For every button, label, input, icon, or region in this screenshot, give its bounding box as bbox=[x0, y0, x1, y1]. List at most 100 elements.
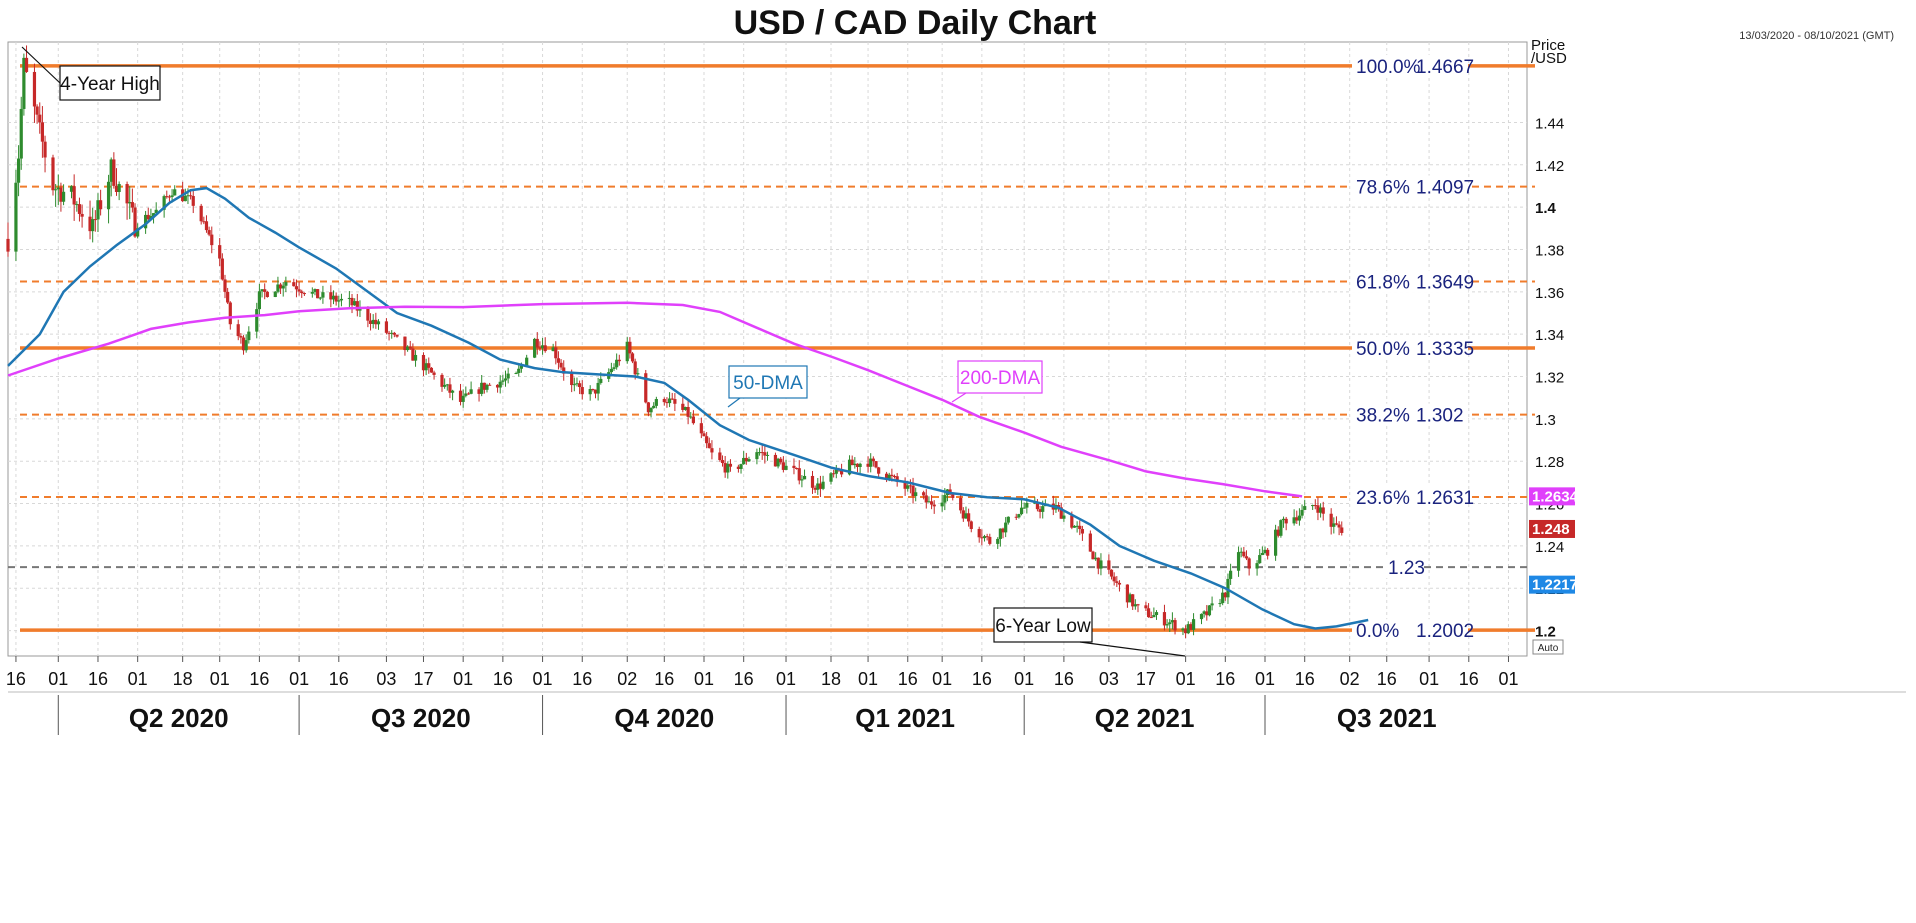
candle-body bbox=[506, 373, 510, 379]
candle bbox=[128, 186, 132, 220]
candle-body bbox=[395, 334, 399, 337]
candle bbox=[850, 455, 854, 466]
candle-body bbox=[265, 291, 269, 298]
candle-body bbox=[51, 157, 55, 191]
candle bbox=[1337, 521, 1341, 536]
candle-body bbox=[371, 319, 375, 324]
candle bbox=[832, 469, 836, 478]
candle-body bbox=[284, 282, 288, 286]
candle bbox=[1078, 520, 1082, 536]
candle-body bbox=[686, 406, 690, 417]
candle bbox=[1242, 546, 1246, 558]
candle-body bbox=[839, 470, 844, 475]
candle-body bbox=[220, 258, 224, 280]
candle bbox=[1146, 603, 1151, 618]
candle-body bbox=[1170, 620, 1174, 623]
candle-body bbox=[718, 452, 722, 461]
candle bbox=[998, 528, 1002, 547]
candle bbox=[117, 181, 121, 201]
candle-body bbox=[186, 195, 190, 197]
candle bbox=[1247, 557, 1251, 576]
candle bbox=[72, 174, 76, 221]
candle-body bbox=[146, 214, 150, 220]
candle-body bbox=[556, 358, 561, 363]
candle bbox=[411, 343, 415, 361]
candle bbox=[1276, 526, 1280, 538]
x-tick-label: 01 bbox=[1255, 669, 1275, 689]
candle-body bbox=[1099, 560, 1103, 569]
candle-body bbox=[170, 195, 174, 197]
candle-body bbox=[1334, 523, 1339, 525]
candle-body bbox=[1189, 624, 1193, 630]
x-tick-label: 03 bbox=[1099, 669, 1119, 689]
quarter-label: Q1 2021 bbox=[855, 703, 955, 733]
candle bbox=[1131, 593, 1135, 611]
candle bbox=[318, 296, 322, 301]
candle bbox=[871, 456, 875, 467]
candle bbox=[1218, 598, 1222, 608]
candle bbox=[109, 157, 113, 197]
auto-scale-box: Auto bbox=[1532, 639, 1564, 655]
candle-body bbox=[1080, 529, 1085, 534]
candle bbox=[24, 45, 29, 73]
candle bbox=[662, 397, 666, 406]
candle-body bbox=[670, 398, 674, 400]
candle bbox=[593, 389, 598, 399]
candle-body bbox=[32, 71, 37, 107]
candle-body bbox=[1006, 516, 1010, 523]
candle-body bbox=[707, 443, 711, 449]
candle-body bbox=[969, 521, 973, 529]
candle-body bbox=[914, 492, 918, 497]
candle-body bbox=[636, 373, 640, 375]
candle-body bbox=[1260, 552, 1264, 556]
candle bbox=[816, 477, 820, 495]
moving-averages-layer bbox=[7, 186, 1369, 630]
candle bbox=[588, 385, 592, 401]
annotation-callout: 50-DMA bbox=[727, 365, 808, 408]
candle-body bbox=[617, 359, 621, 362]
candle bbox=[1266, 548, 1270, 560]
candle bbox=[736, 464, 740, 473]
candle bbox=[1186, 621, 1190, 635]
candle-body bbox=[24, 57, 29, 72]
candle-body bbox=[784, 465, 788, 470]
date-range-label: 13/03/2020 - 08/10/2021 (GMT) bbox=[1739, 30, 1894, 42]
candle-body bbox=[1128, 594, 1132, 603]
candle bbox=[273, 291, 277, 298]
candle-body bbox=[1131, 594, 1135, 607]
candle bbox=[763, 445, 767, 464]
candle-body bbox=[117, 184, 121, 192]
candle-body bbox=[977, 528, 981, 538]
candle bbox=[14, 169, 18, 262]
candle-body bbox=[374, 319, 378, 325]
candle-body bbox=[884, 473, 889, 480]
candle-body bbox=[736, 466, 740, 469]
candle bbox=[405, 345, 410, 352]
candle bbox=[427, 357, 431, 374]
candle bbox=[1295, 510, 1299, 524]
candle bbox=[1210, 596, 1214, 611]
candle-body bbox=[443, 384, 447, 387]
candle-body bbox=[540, 345, 545, 349]
candle bbox=[800, 475, 804, 488]
candle-body bbox=[760, 452, 764, 454]
fib-label-bg bbox=[1352, 336, 1468, 359]
candle-body bbox=[1281, 518, 1286, 521]
candle-body bbox=[1258, 555, 1262, 564]
candle bbox=[535, 332, 539, 355]
candle bbox=[866, 456, 870, 473]
fib-value-label: 1.4667 bbox=[1416, 57, 1474, 78]
candle-body bbox=[1207, 605, 1212, 616]
candle bbox=[877, 466, 881, 478]
candle-body bbox=[390, 332, 394, 334]
candle-body bbox=[498, 381, 502, 388]
candle-body bbox=[1136, 604, 1140, 606]
candle bbox=[40, 106, 45, 158]
candle-body bbox=[1318, 507, 1323, 513]
candle bbox=[91, 207, 95, 243]
candle bbox=[591, 388, 595, 392]
candle-body bbox=[906, 485, 910, 489]
candle bbox=[255, 302, 259, 339]
candle-body bbox=[654, 399, 658, 406]
candle-body bbox=[763, 452, 767, 456]
